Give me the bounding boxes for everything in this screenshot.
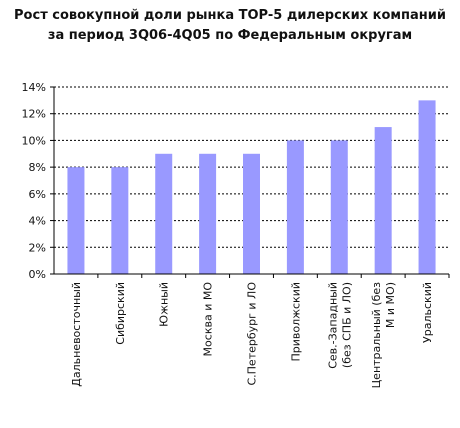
y-tick-label: 0% bbox=[29, 268, 46, 281]
y-tick-labels: 0% 2% 4% 6% 8% 10% 12% 14% bbox=[22, 81, 46, 281]
bar bbox=[330, 140, 348, 274]
chart-title-line-2: за период 3Q06-4Q05 по Федеральным округ… bbox=[47, 28, 413, 43]
category-label: Москва и МО bbox=[202, 282, 215, 357]
category-label-line: Сев.-Западный bbox=[326, 282, 339, 369]
category-label: С.Петербург и ЛО bbox=[246, 282, 259, 386]
bar bbox=[418, 100, 436, 274]
bars bbox=[67, 100, 436, 274]
category-label-line: (без СПБ и ЛО) bbox=[340, 282, 353, 368]
y-tick-label: 12% bbox=[22, 108, 46, 121]
bar bbox=[199, 153, 217, 274]
category-label: Дальневосточный bbox=[70, 282, 83, 387]
y-tick-label: 6% bbox=[29, 188, 46, 201]
category-labels: Дальневосточный Сибирский Южный Москва и МО… bbox=[70, 282, 434, 389]
bar bbox=[67, 167, 85, 274]
chart-title: Рост совокупной доли рынка TOP-5 дилерск… bbox=[0, 6, 460, 46]
bar bbox=[155, 153, 173, 274]
bar bbox=[286, 140, 304, 274]
y-tick-label: 4% bbox=[29, 215, 46, 228]
y-tick-label: 2% bbox=[29, 241, 46, 254]
category-label: Южный bbox=[158, 282, 171, 327]
axes bbox=[50, 86, 450, 278]
category-label-line: С.Петербург и ЛО bbox=[246, 282, 259, 386]
y-tick-label: 8% bbox=[29, 161, 46, 174]
category-label-line: Сибирский bbox=[114, 282, 127, 345]
y-tick-label: 10% bbox=[22, 134, 46, 147]
category-label: Сибирский bbox=[114, 282, 127, 345]
category-label-line: Дальневосточный bbox=[70, 282, 83, 387]
bar bbox=[374, 127, 392, 274]
bar bbox=[243, 153, 260, 274]
category-label-line: М и МО) bbox=[384, 282, 397, 328]
category-label-line: Уральский bbox=[421, 282, 434, 343]
y-tick-label: 14% bbox=[22, 81, 46, 94]
category-label-line: Южный bbox=[158, 282, 171, 327]
category-label: Уральский bbox=[421, 282, 434, 343]
bar bbox=[111, 167, 129, 274]
chart-title-line-1: Рост совокупной доли рынка TOP-5 дилерск… bbox=[14, 8, 446, 23]
category-label-line: Приволжский bbox=[289, 282, 302, 362]
category-label: Приволжский bbox=[289, 282, 302, 362]
category-label-line: Москва и МО bbox=[202, 282, 215, 357]
category-label: Сев.-Западный (без СПБ и ЛО) bbox=[326, 282, 353, 369]
category-label: Центральный (без М и МО) bbox=[370, 282, 397, 389]
category-label-line: Центральный (без bbox=[370, 282, 383, 389]
